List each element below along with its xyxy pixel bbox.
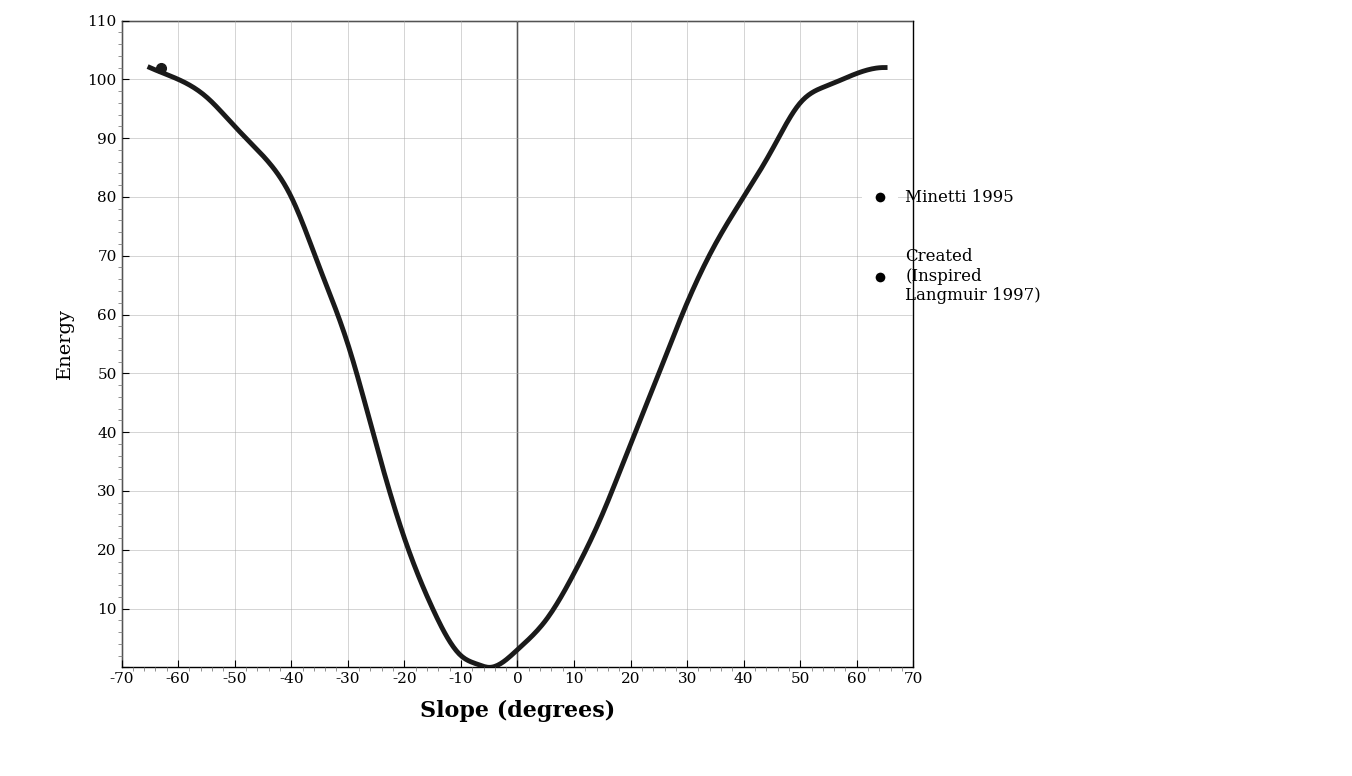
X-axis label: Slope (degrees): Slope (degrees)	[420, 700, 615, 722]
Y-axis label: Energy: Energy	[55, 308, 73, 379]
Legend: Minetti 1995, Created
(Inspired
Langmuir 1997): Minetti 1995, Created (Inspired Langmuir…	[857, 183, 1048, 311]
